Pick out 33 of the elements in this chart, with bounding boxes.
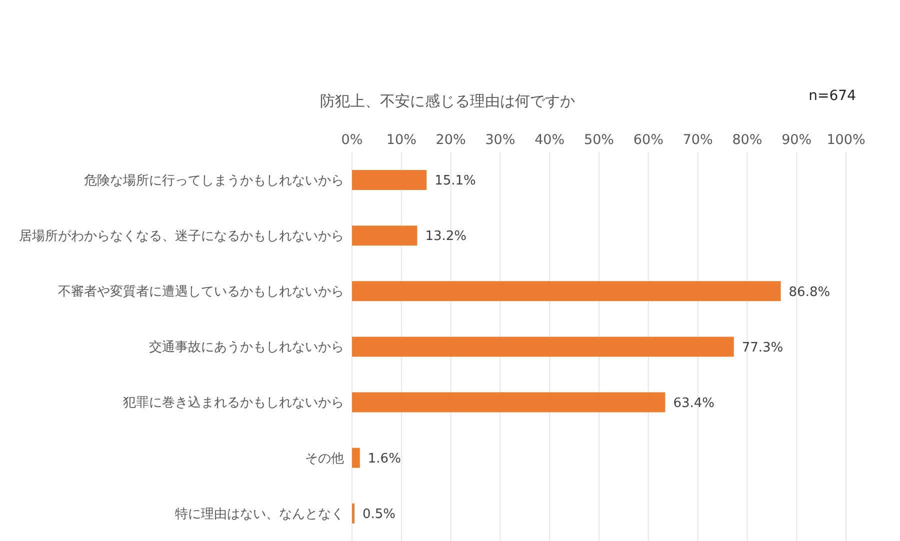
text: n=674 — [808, 88, 856, 104]
data-label: 63.4% — [673, 396, 715, 411]
data-label: 77.3% — [742, 340, 784, 356]
x-tick-label: 50% — [584, 132, 614, 148]
x-tick-label: 10% — [386, 132, 417, 148]
bar — [352, 448, 360, 468]
bar — [352, 392, 666, 412]
x-tick-label: 100% — [826, 132, 866, 148]
y-tick-label: 不審者や変質者に遭遇しているかもしれないから — [58, 284, 344, 300]
chart-title: 防犯上、不安に感じる理由は何ですか — [320, 92, 575, 111]
bar — [352, 336, 734, 357]
x-tick-label: 30% — [485, 132, 516, 148]
data-label: 13.2% — [425, 229, 467, 244]
bar — [352, 281, 781, 302]
x-tick-label: 20% — [436, 132, 466, 148]
x-tick-label: 90% — [782, 132, 812, 148]
x-tick-label: 0% — [341, 132, 363, 148]
y-tick-label: 交通事故にあうかもしれないから — [149, 339, 344, 356]
y-tick-label: 特に理由はない、なんとなく — [175, 506, 344, 522]
y-tick-label: 危険な場所に行ってしまうかもしれないから — [84, 173, 344, 188]
y-tick-label: 居場所がわからなくなる、迷子になるかもしれないから — [19, 228, 344, 244]
bar — [352, 226, 418, 246]
data-label: 15.1% — [434, 174, 476, 189]
x-tick-label: 40% — [534, 132, 565, 148]
x-tick-label: 60% — [633, 132, 664, 148]
bar — [352, 170, 427, 190]
data-label: 1.6% — [368, 451, 401, 466]
x-tick-label: 70% — [682, 132, 713, 148]
data-label: 86.8% — [788, 284, 830, 300]
data-label: 0.5% — [362, 507, 396, 522]
x-tick-label: 80% — [732, 132, 762, 148]
y-tick-label: その他 — [305, 451, 344, 466]
y-tick-label: 犯罪に巻き込まれるかもしれないから — [123, 396, 344, 411]
